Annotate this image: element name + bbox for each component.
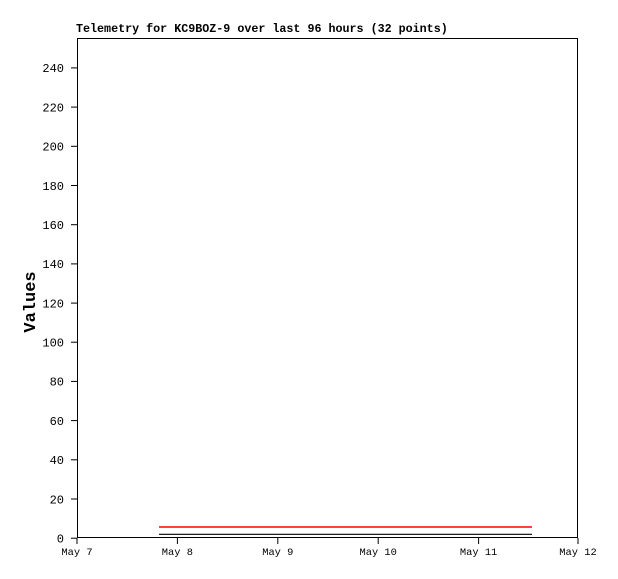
svg-text:Values: Values — [22, 271, 41, 332]
svg-text:220: 220 — [42, 101, 64, 115]
svg-text:80: 80 — [50, 376, 64, 390]
svg-text:40: 40 — [50, 454, 64, 468]
svg-text:May 8: May 8 — [162, 547, 193, 559]
svg-text:180: 180 — [42, 180, 64, 194]
svg-text:140: 140 — [42, 258, 64, 272]
svg-text:120: 120 — [42, 297, 64, 311]
svg-text:May 9: May 9 — [262, 547, 293, 559]
svg-text:60: 60 — [50, 415, 64, 429]
svg-text:240: 240 — [42, 62, 64, 76]
svg-text:160: 160 — [42, 219, 64, 233]
svg-text:200: 200 — [42, 141, 64, 155]
svg-text:May 10: May 10 — [359, 547, 396, 559]
svg-text:May 12: May 12 — [559, 547, 596, 559]
svg-text:100: 100 — [42, 337, 64, 351]
svg-text:0: 0 — [57, 533, 64, 547]
svg-text:20: 20 — [50, 493, 64, 507]
svg-text:May 7: May 7 — [61, 547, 92, 559]
svg-text:May 11: May 11 — [460, 547, 497, 559]
